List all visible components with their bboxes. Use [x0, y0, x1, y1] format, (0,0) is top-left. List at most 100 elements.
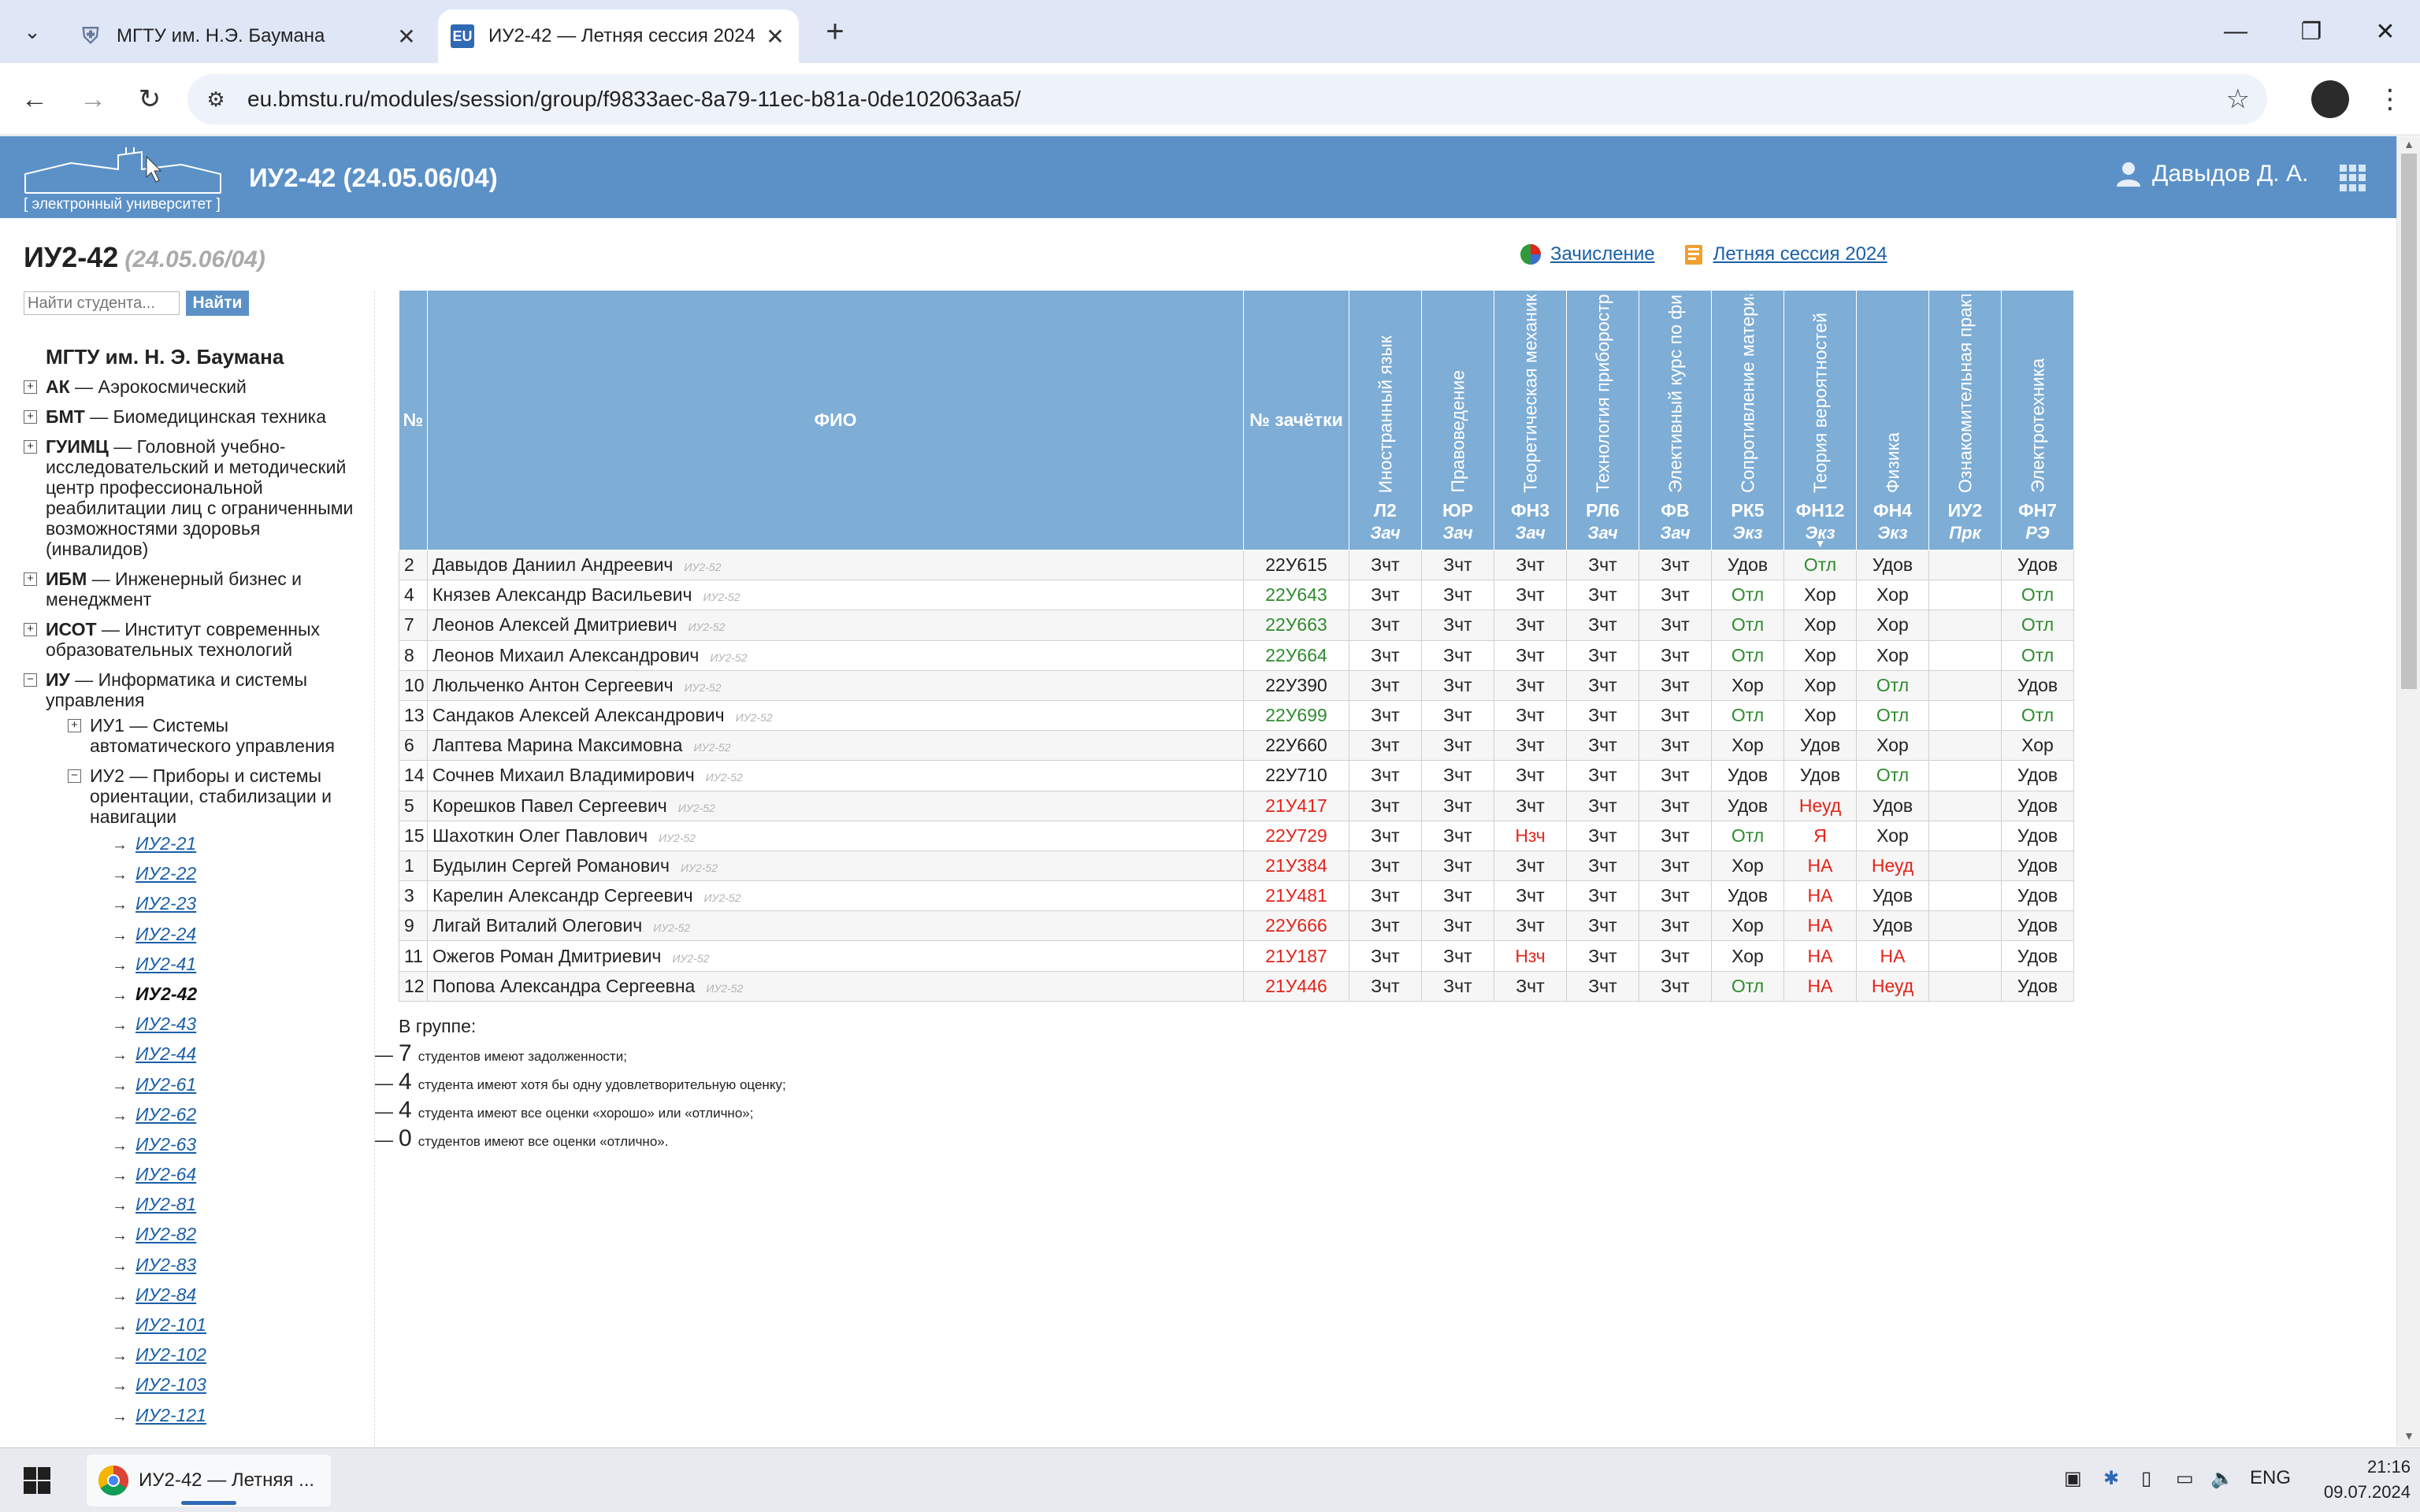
clock[interactable]: 21:16 09.07.2024 [2308, 1455, 2411, 1505]
student-name[interactable]: Сочнев Михаил Владимирович [432, 765, 695, 786]
forward-arrow-icon[interactable]: → [80, 83, 106, 114]
node-name[interactable]: Системы автоматического управления [90, 715, 335, 756]
table-row[interactable]: 13 Сандаков Алексей Александрович ИУ2-52 22… [399, 699, 2074, 732]
student-name-cell[interactable]: Ожегов Роман Дмитриевич ИУ2-52 [427, 940, 1244, 972]
table-row[interactable]: 3 Карелин Александр Сергеевич ИУ2-52 21У481… [399, 880, 2074, 912]
reload-icon[interactable]: ↻ [138, 84, 161, 114]
table-row[interactable]: 14 Сочнев Михаил Владимирович ИУ2-52 22У710… [399, 760, 2074, 791]
window-close-icon[interactable]: ✕ [2375, 18, 2396, 45]
student-name[interactable]: Будылин Сергей Романович [432, 854, 670, 876]
group-link[interactable]: ИУ2-83 [135, 1254, 197, 1275]
col-num-header[interactable]: № [399, 290, 428, 550]
student-name[interactable]: Давыдов Даниил Андреевич [432, 554, 674, 576]
node-code[interactable]: ИСОТ [46, 619, 97, 639]
table-row[interactable]: 8 Леонов Михаил Александрович ИУ2-52 22У664… [399, 639, 2074, 671]
scroll-down-arrow-icon[interactable]: ▼ [2403, 1429, 2414, 1442]
subject-header[interactable]: Элективный курс по физической культуре ФВ… [1639, 290, 1712, 550]
network-icon[interactable]: ▭ [2176, 1468, 2194, 1489]
search-button[interactable]: Найти [186, 291, 249, 316]
group-link[interactable]: ИУ2-62 [135, 1103, 197, 1125]
group-link[interactable]: ИУ2-103 [135, 1374, 206, 1395]
group-link[interactable]: ИУ2-82 [135, 1224, 197, 1245]
student-name-cell[interactable]: Карелин Александр Сергеевич ИУ2-52 [427, 880, 1244, 912]
student-name-cell[interactable]: Князев Александр Васильевич ИУ2-52 [427, 580, 1244, 611]
student-name-cell[interactable]: Шахоткин Олег Павлович ИУ2-52 [427, 820, 1244, 851]
group-link[interactable]: ИУ2-121 [135, 1404, 206, 1425]
group-link-item[interactable]: → ИУ2-23 [112, 888, 354, 918]
student-name[interactable]: Корешков Павел Сергеевич [432, 795, 667, 816]
subject-header[interactable]: Ознакомительная практика ИУ2 Прк [1928, 290, 2002, 550]
subject-header[interactable]: Технология приборостроения РЛ6 Зач [1566, 290, 1639, 550]
group-link-item[interactable]: → ИУ2-102 [112, 1340, 354, 1369]
tree-node-expanded[interactable]: − ИУ2 — Приборы и системы ориентации, ста… [68, 765, 354, 1430]
subject-header[interactable]: Иностранный язык Л2 Зач [1349, 290, 1422, 550]
scrollbar-thumb[interactable] [2401, 154, 2417, 689]
group-link-item[interactable]: → ИУ2-61 [112, 1069, 354, 1099]
col-fio-header[interactable]: ФИО [427, 290, 1244, 550]
node-code[interactable]: ИБМ [46, 569, 87, 589]
student-name-cell[interactable]: Леонов Алексей Дмитриевич ИУ2-52 [427, 610, 1244, 641]
group-link[interactable]: ИУ2-21 [135, 833, 197, 854]
group-link[interactable]: ИУ2-44 [135, 1043, 197, 1065]
student-name[interactable]: Леонов Михаил Александрович [432, 644, 700, 665]
table-row[interactable]: 12 Попова Александра Сергеевна ИУ2-52 21У44… [399, 970, 2074, 1002]
student-name[interactable]: Ожегов Роман Дмитриевич [432, 945, 662, 966]
profile-avatar[interactable] [2311, 80, 2349, 118]
usb-icon[interactable]: ▯ [2141, 1468, 2152, 1489]
group-link-item[interactable]: → ИУ2-42 [112, 979, 354, 1009]
group-link[interactable]: ИУ2-61 [135, 1073, 197, 1095]
page-scrollbar[interactable]: ▲ ▼ [2396, 136, 2420, 1447]
tree-node[interactable]: + ИБМ — Инженерный бизнес и менеджмент [24, 569, 354, 610]
table-row[interactable]: 6 Лаптева Марина Максимовна ИУ2-52 22У660 Зч… [399, 730, 2074, 762]
node-name[interactable]: Аэрокосмический [98, 376, 247, 397]
node-name[interactable]: Институт современных образовательных тех… [46, 619, 321, 660]
group-link-item[interactable]: → ИУ2-41 [112, 949, 354, 979]
student-name[interactable]: Карелин Александр Сергеевич [432, 885, 693, 906]
group-link[interactable]: ИУ2-41 [135, 953, 197, 974]
expand-plus-icon[interactable]: + [24, 623, 37, 636]
volume-icon[interactable]: 🔈 [2210, 1468, 2234, 1489]
student-name[interactable]: Лигай Виталий Олегович [432, 915, 643, 936]
student-name-cell[interactable]: Лаптева Марина Максимовна ИУ2-52 [427, 730, 1244, 762]
close-icon[interactable]: ✕ [766, 24, 785, 49]
group-link-item[interactable]: → ИУ2-22 [112, 858, 354, 888]
student-name[interactable]: Сандаков Алексей Александрович [432, 705, 725, 726]
subject-header[interactable]: Правоведение ЮР Зач [1421, 290, 1494, 550]
col-book-header[interactable]: № зачётки [1243, 290, 1349, 550]
student-name-cell[interactable]: Люльченко Антон Сергеевич ИУ2-52 [427, 669, 1244, 701]
node-code[interactable]: ИУ [46, 669, 70, 690]
expand-plus-icon[interactable]: + [24, 440, 37, 454]
group-link[interactable]: ИУ2-42 [135, 983, 198, 1004]
node-name[interactable]: Инженерный бизнес и менеджмент [46, 569, 302, 610]
student-name-cell[interactable]: Корешков Павел Сергеевич ИУ2-52 [427, 790, 1244, 821]
group-link-item[interactable]: → ИУ2-44 [112, 1039, 354, 1069]
node-code[interactable]: АК [46, 376, 70, 397]
expand-plus-icon[interactable]: + [24, 380, 37, 394]
tree-node[interactable]: + АК — Аэрокосмический [24, 376, 354, 397]
tab-session[interactable]: EU ИУ2-42 — Летняя сессия 2024 ✕ [438, 9, 799, 63]
group-link-item[interactable]: → ИУ2-24 [112, 919, 354, 949]
student-name-cell[interactable]: Будылин Сергей Романович ИУ2-52 [427, 850, 1244, 882]
tree-node[interactable]: + ГУИМЦ — Головной учебно-исследовательск… [24, 436, 354, 559]
bookmark-star-icon[interactable]: ☆ [2225, 84, 2250, 114]
group-link-item[interactable]: → ИУ2-101 [112, 1310, 354, 1340]
student-name-cell[interactable]: Лигай Виталий Олегович ИУ2-52 [427, 910, 1244, 942]
minimize-icon[interactable]: — [2224, 18, 2247, 44]
tree-node[interactable]: + ИУ1 — Системы автоматического управлени… [68, 715, 354, 756]
taskbar-chrome-app[interactable]: ИУ2-42 — Летняя ... [87, 1455, 331, 1506]
student-name-cell[interactable]: Леонов Михаил Александрович ИУ2-52 [427, 639, 1244, 671]
url-text[interactable]: eu.bmstu.ru/modules/session/group/f9833a… [247, 87, 1021, 111]
group-link-item[interactable]: → ИУ2-84 [112, 1280, 354, 1310]
terminal-tray-icon[interactable]: ▣ [2064, 1468, 2082, 1489]
table-row[interactable]: 10 Люльченко Антон Сергеевич ИУ2-52 22У390 З… [399, 669, 2074, 701]
collapse-minus-icon[interactable]: − [68, 769, 81, 783]
tree-node[interactable]: + БМТ — Биомедицинская техника [24, 406, 354, 427]
group-link-item[interactable]: → ИУ2-121 [112, 1400, 354, 1430]
group-link-item[interactable]: → ИУ2-43 [112, 1009, 354, 1039]
group-link[interactable]: ИУ2-81 [135, 1194, 197, 1215]
group-link-item[interactable]: → ИУ2-83 [112, 1250, 354, 1280]
bluetooth-icon[interactable]: ✱ [2103, 1468, 2120, 1489]
back-arrow-icon[interactable]: ← [21, 83, 48, 114]
student-name-cell[interactable]: Попова Александра Сергеевна ИУ2-52 [427, 970, 1244, 1002]
group-link-item[interactable]: → ИУ2-63 [112, 1129, 354, 1159]
